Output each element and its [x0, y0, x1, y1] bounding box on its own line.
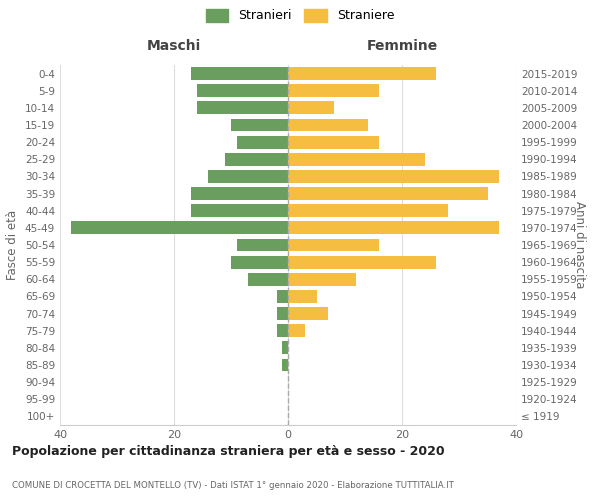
Bar	[236, 238, 288, 252]
Bar	[191, 204, 288, 217]
Y-axis label: Fasce di età: Fasce di età	[7, 210, 19, 280]
Bar	[288, 102, 334, 114]
Bar	[248, 273, 288, 285]
Bar	[208, 170, 288, 183]
Bar	[277, 307, 288, 320]
Bar	[288, 238, 379, 252]
Bar	[288, 84, 379, 97]
Text: Maschi: Maschi	[147, 38, 201, 52]
Bar	[288, 118, 368, 132]
Bar	[191, 187, 288, 200]
Bar	[288, 290, 317, 303]
Text: COMUNE DI CROCETTA DEL MONTELLO (TV) - Dati ISTAT 1° gennaio 2020 - Elaborazione: COMUNE DI CROCETTA DEL MONTELLO (TV) - D…	[12, 481, 454, 490]
Bar	[288, 222, 499, 234]
Legend: Stranieri, Straniere: Stranieri, Straniere	[206, 8, 394, 22]
Bar	[277, 324, 288, 337]
Bar	[197, 84, 288, 97]
Bar	[288, 324, 305, 337]
Bar	[288, 307, 328, 320]
Bar	[288, 273, 356, 285]
Bar	[288, 170, 499, 183]
Bar	[283, 358, 288, 372]
Bar	[288, 256, 436, 268]
Bar	[288, 153, 425, 166]
Bar	[231, 118, 288, 132]
Bar	[277, 290, 288, 303]
Bar	[288, 204, 448, 217]
Text: Femmine: Femmine	[367, 38, 437, 52]
Bar	[283, 342, 288, 354]
Bar	[71, 222, 288, 234]
Bar	[288, 67, 436, 80]
Bar	[288, 136, 379, 148]
Bar	[236, 136, 288, 148]
Bar	[226, 153, 288, 166]
Text: Popolazione per cittadinanza straniera per età e sesso - 2020: Popolazione per cittadinanza straniera p…	[12, 444, 445, 458]
Bar	[288, 187, 487, 200]
Y-axis label: Anni di nascita: Anni di nascita	[573, 202, 586, 288]
Bar	[191, 67, 288, 80]
Bar	[231, 256, 288, 268]
Bar	[197, 102, 288, 114]
